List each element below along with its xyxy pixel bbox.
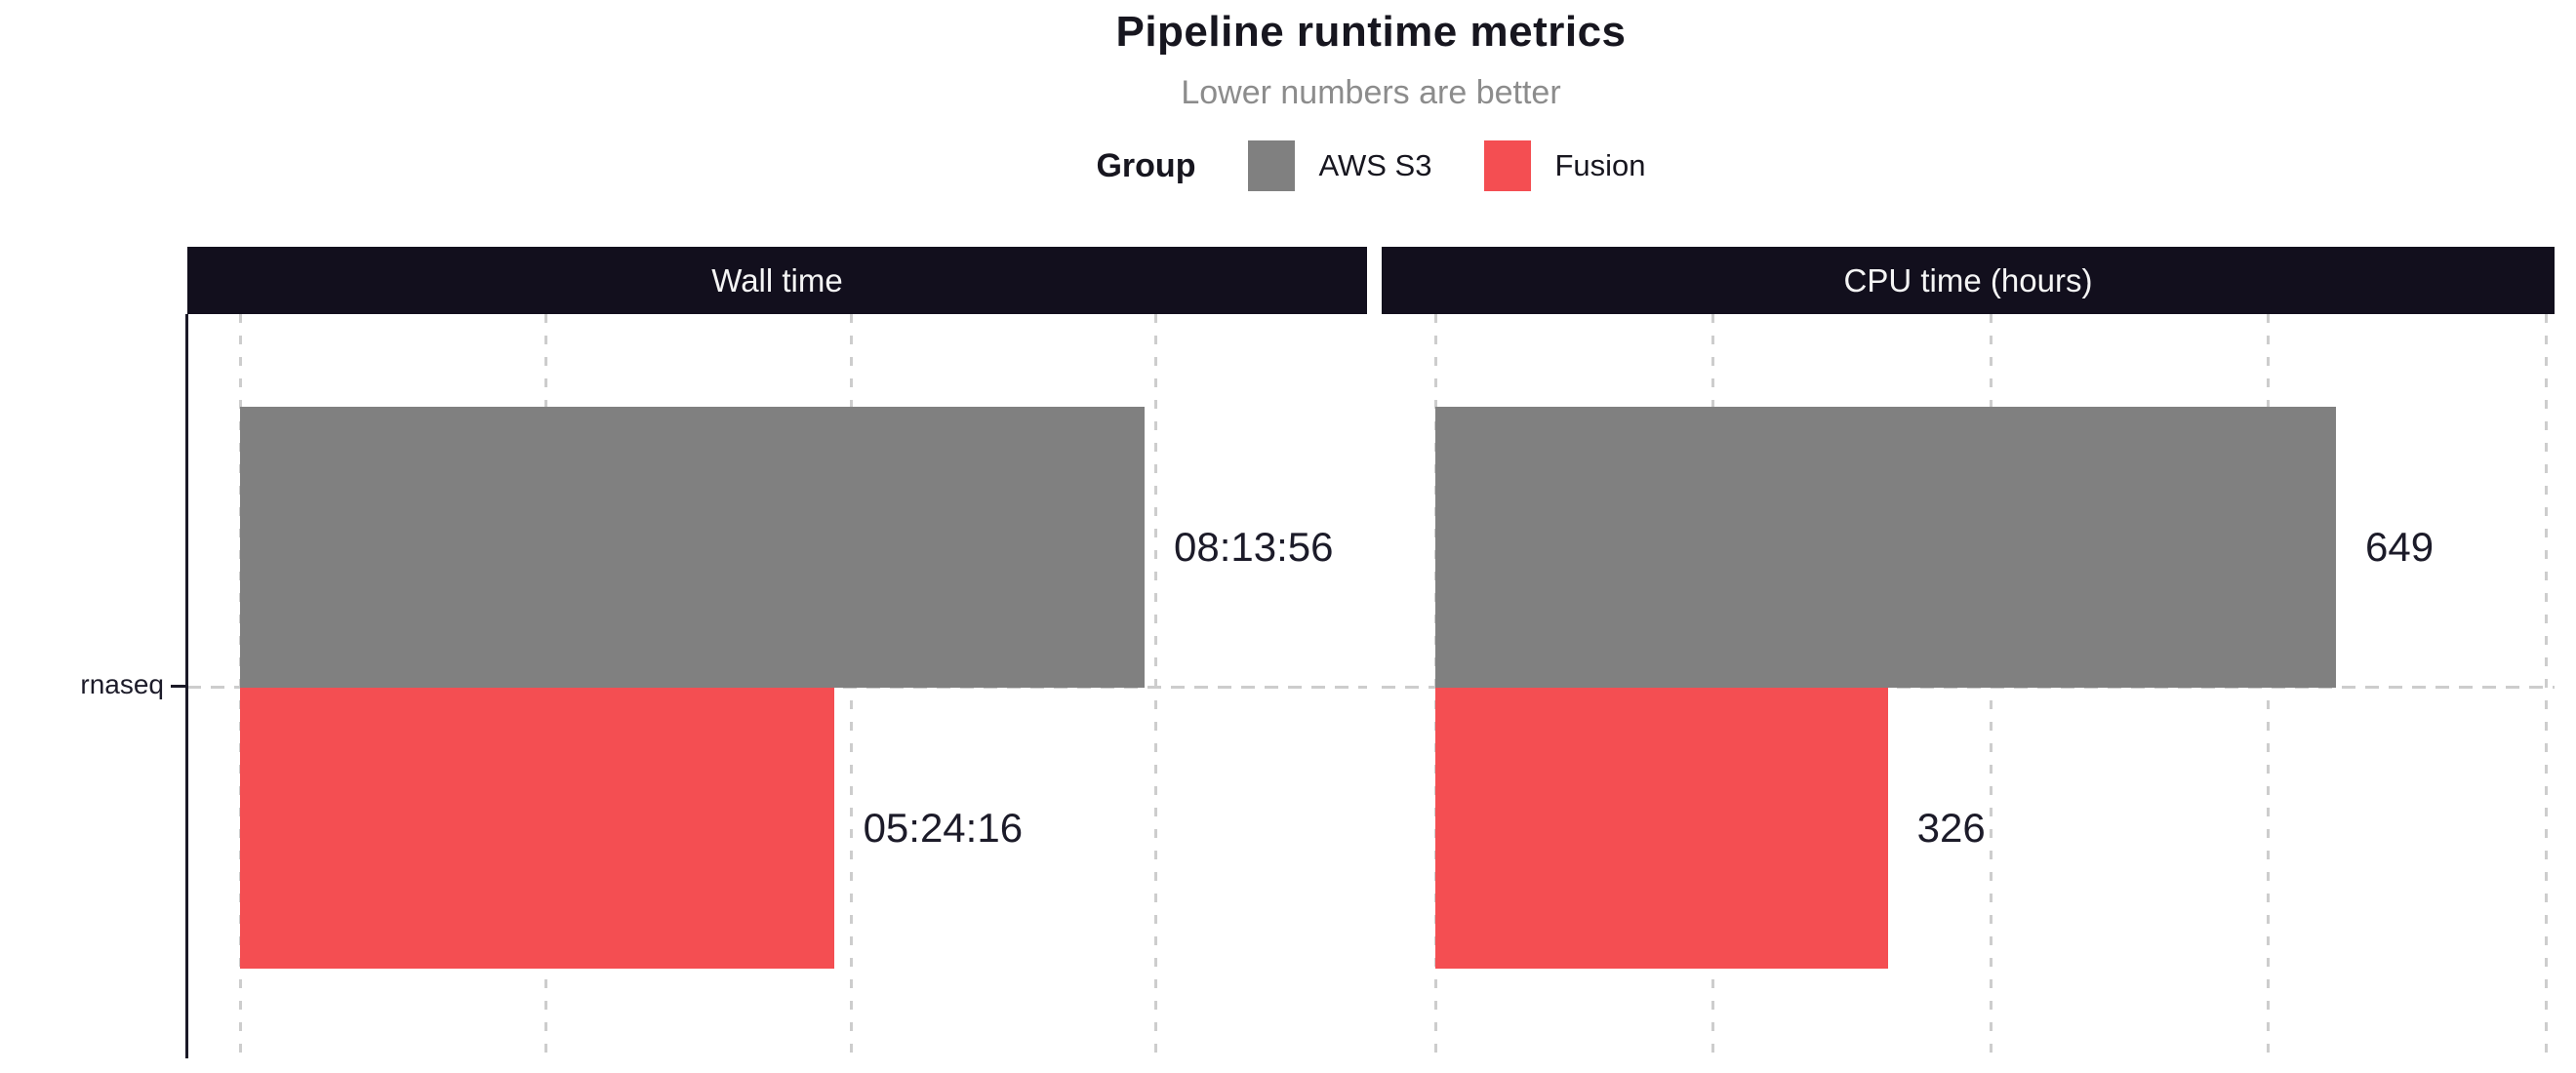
legend-item-aws-s3: AWS S3 [1248,140,1431,191]
legend-title: Group [1096,146,1196,184]
legend-item-fusion: Fusion [1484,140,1646,191]
bar-cpu-time-aws-s3 [1435,407,2336,688]
bar-value-label: 649 [2364,524,2435,570]
bar-row-fusion: 05:24:16 [240,688,1367,969]
plot-area-cpu-time: 649 326 [1382,314,2555,1058]
bar-wall-time-aws-s3 [240,407,1145,688]
bar-wall-time-fusion [240,688,834,969]
vertical-gridline [1154,314,1158,1058]
scale-region: 649 326 [1434,314,2550,1058]
y-axis-line [185,314,188,1058]
y-axis-category-label: rnaseq [80,669,164,699]
y-axis-tick [171,685,186,688]
bar-row-fusion: 326 [1435,688,2550,969]
panel-header-cpu-time: CPU time (hours) [1382,247,2555,314]
panel-header-wall-time: Wall time [187,247,1367,314]
legend-swatch-aws-s3 [1248,140,1296,191]
legend-label-fusion: Fusion [1554,148,1646,182]
legend-swatch-fusion [1484,140,1532,191]
legend: Group AWS S3 Fusion [187,139,2555,192]
chart-title: Pipeline runtime metrics [1115,8,1627,56]
bar-row-aws-s3: 649 [1435,407,2550,688]
scale-region: 08:13:56 05:24:16 [239,314,1367,1058]
bar-cpu-time-fusion [1435,688,1888,969]
panel-wall-time: Wall time 08:13:56 05:24:16 [187,247,1367,1058]
vertical-gridline [2544,314,2548,1058]
chart-subtitle: Lower numbers are better [1181,74,1561,111]
bar-value-label: 08:13:56 [1174,524,1334,570]
plot-area-wall-time: 08:13:56 05:24:16 [187,314,1367,1058]
legend-label-aws-s3: AWS S3 [1318,148,1432,182]
bar-value-label: 05:24:16 [863,805,1024,851]
panel-cpu-time: CPU time (hours) 649 326 [1382,247,2555,1058]
chart-header-block: Pipeline runtime metrics Lower numbers a… [187,0,2555,192]
bar-row-aws-s3: 08:13:56 [240,407,1367,688]
bar-value-label: 326 [1916,805,1986,851]
